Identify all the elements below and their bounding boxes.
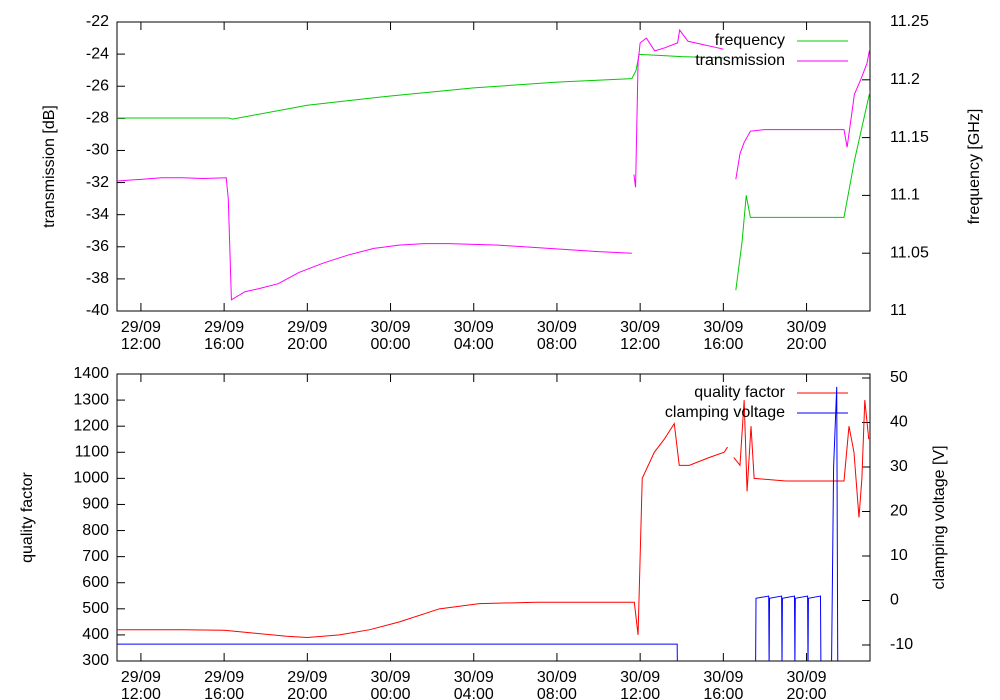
y-tick-label: -38	[86, 270, 109, 287]
data-line	[117, 400, 870, 639]
x-tick-label: 30/09 16:00	[703, 669, 744, 700]
y-tick-label: -24	[86, 45, 109, 62]
data-line	[117, 53, 870, 291]
x-tick-label: 29/09 16:00	[204, 669, 245, 700]
x-tick-label: 30/09 04:00	[453, 319, 494, 353]
x-tick-label: 29/09 12:00	[120, 669, 161, 700]
plot-frame	[116, 373, 871, 662]
y2-tick-label: 50	[890, 369, 908, 386]
y2-tick-label: 11.05	[890, 244, 929, 261]
y2-tick-label: 11.1	[890, 187, 920, 204]
y-axis-label: quality factor	[19, 471, 36, 562]
x-tick-label: 30/09 20:00	[786, 669, 827, 700]
data-line	[117, 386, 839, 661]
data-line	[117, 28, 870, 301]
x-tick-label: 30/09 08:00	[536, 319, 577, 353]
x-tick-label: 29/09 16:00	[204, 319, 245, 353]
plot-frame	[116, 21, 871, 312]
legend-label: quality factor	[694, 384, 785, 401]
y-tick-label: 1000	[73, 470, 109, 487]
y-tick-label: 800	[82, 522, 109, 539]
y2-tick-label: 11.15	[890, 129, 929, 146]
x-tick-label: 30/09 08:00	[536, 669, 577, 700]
x-tick-label: 29/09 20:00	[287, 669, 328, 700]
y2-tick-label: 20	[890, 503, 908, 520]
y-tick-label: 1200	[73, 417, 109, 434]
y2-tick-label: 11	[890, 302, 907, 319]
y2-axis-label: clamping voltage [V]	[931, 445, 948, 589]
y-tick-label: -32	[86, 174, 109, 191]
y-tick-label: -26	[86, 77, 109, 94]
x-tick-label: 30/09 16:00	[703, 319, 744, 353]
x-tick-label: 30/09 00:00	[370, 669, 411, 700]
x-tick-label: 30/09 00:00	[370, 319, 411, 353]
y-tick-label: 900	[82, 496, 109, 513]
y2-tick-label: -10	[890, 636, 913, 653]
y2-tick-label: 11.2	[890, 71, 920, 88]
y-axis-label: transmission [dB]	[41, 105, 58, 228]
y-tick-label: 1400	[73, 365, 109, 382]
y-tick-label: -28	[86, 110, 109, 127]
x-tick-label: 30/09 20:00	[786, 319, 827, 353]
y-tick-label: 400	[82, 626, 109, 643]
y-tick-label: 1100	[75, 443, 110, 460]
y-tick-label: -36	[86, 238, 109, 255]
y2-tick-label: 30	[890, 458, 908, 475]
y-tick-label: 600	[82, 574, 109, 591]
y2-tick-label: 0	[890, 592, 899, 609]
x-tick-label: 29/09 12:00	[120, 319, 161, 353]
y2-axis-label: frequency [GHz]	[966, 109, 983, 225]
x-tick-label: 29/09 20:00	[287, 319, 328, 353]
x-tick-label: 30/09 04:00	[453, 669, 494, 700]
y2-tick-label: 40	[890, 414, 908, 431]
y-tick-label: -40	[86, 302, 109, 319]
x-tick-label: 30/09 12:00	[620, 319, 661, 353]
y-tick-label: 1300	[73, 391, 109, 408]
y-tick-label: -30	[86, 142, 109, 159]
y-tick-label: -34	[86, 206, 109, 223]
y-tick-label: 300	[82, 652, 109, 669]
legend-label: frequency	[715, 32, 785, 49]
y2-tick-label: 11.25	[890, 13, 929, 30]
y-tick-label: 700	[82, 548, 109, 565]
x-tick-label: 30/09 12:00	[620, 669, 661, 700]
legend-label: clamping voltage	[665, 404, 785, 421]
y-tick-label: 500	[82, 600, 109, 617]
y2-tick-label: 10	[890, 547, 908, 564]
y-tick-label: -22	[86, 13, 109, 30]
legend-label: transmission	[695, 52, 785, 69]
